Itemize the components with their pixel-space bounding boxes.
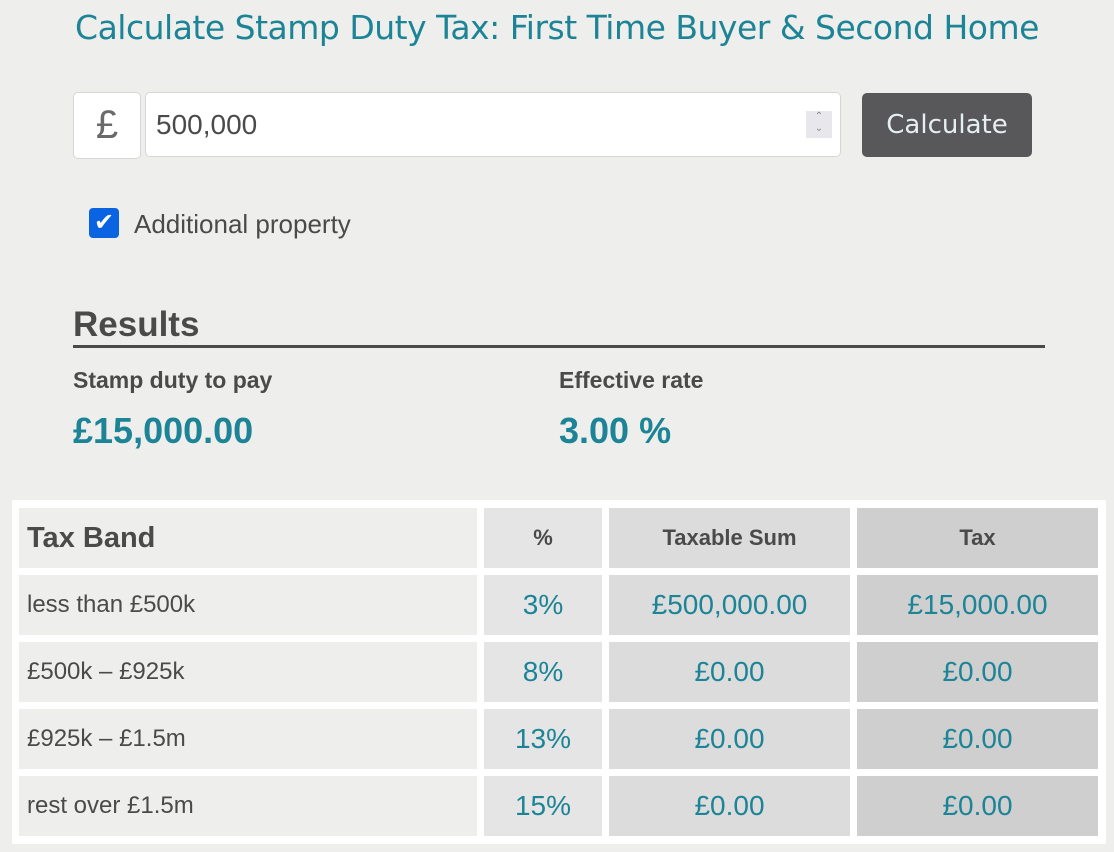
chevron-up-icon[interactable]: ⌃ — [814, 111, 824, 122]
tax-band-table: Tax Band % Taxable Sum Tax less than £50… — [12, 500, 1106, 844]
number-spinner[interactable]: ⌃ ⌄ — [806, 111, 832, 138]
cell-band: £925k – £1.5m — [19, 709, 477, 769]
header-taxable-sum: Taxable Sum — [609, 508, 850, 568]
header-tax: Tax — [857, 508, 1098, 568]
additional-property-label[interactable]: Additional property — [134, 209, 351, 239]
cell-band: less than £500k — [19, 575, 477, 635]
rate-value: 3.00 % — [559, 410, 672, 451]
cell-rate: 15% — [484, 776, 602, 836]
header-percent: % — [484, 508, 602, 568]
cell-rate: 3% — [484, 575, 602, 635]
currency-symbol: £ — [73, 92, 141, 159]
duty-value: £15,000.00 — [73, 410, 254, 451]
price-input[interactable] — [145, 92, 841, 157]
cell-rate: 8% — [484, 642, 602, 702]
header-tax-band: Tax Band — [19, 508, 477, 568]
page-title: Calculate Stamp Duty Tax: First Time Buy… — [75, 8, 1039, 47]
cell-taxable-sum: £0.00 — [609, 776, 850, 836]
cell-rate: 13% — [484, 709, 602, 769]
cell-tax: £15,000.00 — [857, 575, 1098, 635]
calculate-button[interactable]: Calculate — [862, 93, 1032, 157]
results-heading: Results — [73, 305, 1045, 348]
chevron-down-icon[interactable]: ⌄ — [814, 123, 824, 134]
duty-label: Stamp duty to pay — [73, 367, 273, 393]
rate-label: Effective rate — [559, 367, 704, 393]
cell-taxable-sum: £0.00 — [609, 709, 850, 769]
cell-tax: £0.00 — [857, 642, 1098, 702]
cell-tax: £0.00 — [857, 709, 1098, 769]
cell-taxable-sum: £0.00 — [609, 642, 850, 702]
cell-band: £500k – £925k — [19, 642, 477, 702]
cell-tax: £0.00 — [857, 776, 1098, 836]
cell-taxable-sum: £500,000.00 — [609, 575, 850, 635]
check-icon: ✔ — [93, 209, 115, 236]
cell-band: rest over £1.5m — [19, 776, 477, 836]
additional-property-checkbox[interactable]: ✔ — [89, 208, 119, 238]
